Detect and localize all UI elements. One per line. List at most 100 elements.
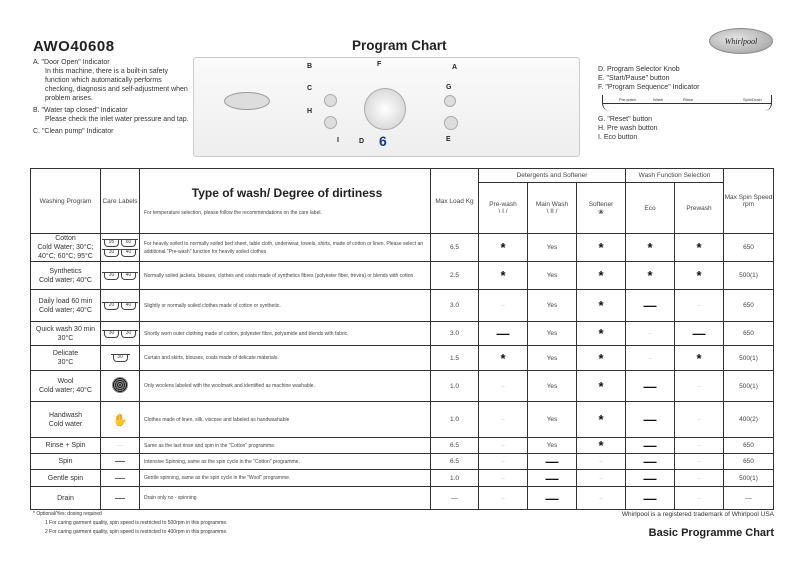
table-row: Drain — Drain only no - spinning — – — – — – — <box>30 486 774 510</box>
header-prewash: Prewash <box>674 182 724 234</box>
softener-cell: * <box>576 289 626 322</box>
wash-description: Slightly or normally soiled clothes made… <box>139 289 431 322</box>
table-row: Gentle spin — Gentle spinning, same as the… <box>30 469 774 487</box>
wash-description: Normally soiled jackets, blouses, clothe… <box>139 261 431 290</box>
wash-temp-icon: 30 <box>110 354 130 362</box>
label-e: E <box>446 136 451 143</box>
program-name: Quick wash 30 min 30°C <box>30 321 101 346</box>
wash-description: Intensive Spinning, same as the spin cyc… <box>139 453 431 470</box>
main-wash-cell: Yes <box>527 261 577 290</box>
main-wash-cell: Yes <box>527 233 577 262</box>
prewash-detergent-cell: * <box>478 261 528 290</box>
prewash-detergent-cell: – <box>478 437 528 454</box>
prewash-detergent-cell: * <box>478 345 528 371</box>
eco-cell: — <box>625 370 675 402</box>
care-labels: — <box>100 469 140 487</box>
care-labels: 95 6030 40 <box>100 233 140 262</box>
program-name: Handwash Cold water <box>30 401 101 438</box>
wash-temp-icon: 30 <box>119 329 138 338</box>
wash-description: Curtain and skirts, blouses, coats made … <box>139 345 431 371</box>
prewash-cell: – <box>674 437 724 454</box>
footnotes: * Optional/Yes: dosing required 1 For ca… <box>33 511 228 535</box>
max-load: 6.5 <box>430 437 479 454</box>
six-kg-icon: 6 <box>379 133 387 149</box>
prewash-button-icon <box>324 94 337 107</box>
prewash-detergent-cell: – <box>478 401 528 438</box>
max-load: 1.0 <box>430 401 479 438</box>
wash-temp-icon: 60 <box>119 238 138 247</box>
table-row: Wool Cold water; 40°C Only woolens labeled… <box>30 370 774 402</box>
max-load: — <box>430 486 479 510</box>
header-load: Max Load Kg <box>430 168 479 234</box>
header-program: Washing Program <box>30 168 101 234</box>
header-eco: Eco <box>625 182 675 234</box>
care-labels: — <box>100 437 140 454</box>
eco-cell: – <box>625 321 675 346</box>
wash-description: Same as the last rinse and spin in the "… <box>139 437 431 454</box>
prewash-detergent-cell: – <box>478 453 528 470</box>
prewash-detergent-cell: – <box>478 370 528 402</box>
main-wash-cell: Yes <box>527 289 577 322</box>
softener-cell: – <box>576 469 626 487</box>
prewash-detergent-cell: — <box>478 321 528 346</box>
max-load: 6.5 <box>430 453 479 470</box>
wash-temp-icon: 40 <box>119 271 138 280</box>
softener-cell: * <box>576 261 626 290</box>
main-wash-cell: — <box>527 486 577 510</box>
wash-description: For heavily soiled to normally soiled be… <box>139 233 431 262</box>
wash-description: Shortly worn outer clothing made of cott… <box>139 321 431 346</box>
care-labels: 30 <box>100 345 140 371</box>
max-spin: 500(1) <box>723 345 774 371</box>
program-name: Drain <box>30 486 101 510</box>
care-labels: — <box>100 486 140 510</box>
no-label-dash: — <box>116 442 124 449</box>
wash-description: Drain only no - spinning <box>139 486 431 510</box>
label-c: C <box>307 85 313 92</box>
care-labels: — <box>100 453 140 470</box>
panel-logo-icon <box>224 92 270 110</box>
prewash-cell: * <box>674 345 724 371</box>
softener-cell: – <box>576 453 626 470</box>
max-load: 3.0 <box>430 321 479 346</box>
model-number: AWO40608 <box>33 38 115 55</box>
table-row: Rinse + Spin — Same as the last rinse and … <box>30 437 774 454</box>
care-labels: 30 40 <box>100 261 140 290</box>
prewash-detergent-cell: – <box>478 289 528 322</box>
no-label-dash: — <box>115 456 125 467</box>
prewash-cell: – <box>674 453 724 470</box>
seq-rinse: Rinse <box>683 97 694 102</box>
header-type: Type of wash/ Degree of dirtiness For tem… <box>139 168 431 234</box>
max-spin: 500(1) <box>723 370 774 402</box>
softener-cell: * <box>576 345 626 371</box>
max-spin: 650 <box>723 453 774 470</box>
wash-description: Gentle spinning, same as the spin cycle … <box>139 469 431 487</box>
max-spin: 650 <box>723 437 774 454</box>
max-spin: 400(2) <box>723 401 774 438</box>
no-label-dash: — <box>115 492 125 504</box>
table-row: Spin — Intensive Spinning, same as the spi… <box>30 453 774 470</box>
prewash-cell: – <box>674 469 724 487</box>
max-spin: 650 <box>723 289 774 322</box>
care-labels: ✋ <box>100 401 140 438</box>
main-wash-cell: Yes <box>527 345 577 371</box>
max-spin: — <box>723 486 774 510</box>
table-row: Synthetics Cold water; 40°C 30 40 Normally s… <box>30 261 774 290</box>
care-labels <box>100 370 140 402</box>
note-b: B. "Water tap closed" Indicator Please ch… <box>33 107 189 123</box>
max-load: 1.0 <box>430 469 479 487</box>
softener-icon: ❀ <box>598 208 604 216</box>
program-name: Gentle spin <box>30 469 101 487</box>
main-wash-cell: Yes <box>527 401 577 438</box>
wash-temp-icon: 40 <box>119 248 138 257</box>
header-main-wash: Main Wash \ II / <box>527 182 577 234</box>
eco-cell: — <box>625 469 675 487</box>
eco-cell: * <box>625 233 675 262</box>
eco-cell: — <box>625 437 675 454</box>
main-wash-cell: — <box>527 453 577 470</box>
wash-temp-icon: 30 <box>102 248 121 257</box>
note-a: A. "Door Open" Indicator In this machine,… <box>33 59 188 102</box>
program-name: Rinse + Spin <box>30 437 101 454</box>
bottom-title: Basic Programme Chart <box>648 527 774 539</box>
eco-cell: — <box>625 453 675 470</box>
start-button-icon <box>444 116 458 130</box>
